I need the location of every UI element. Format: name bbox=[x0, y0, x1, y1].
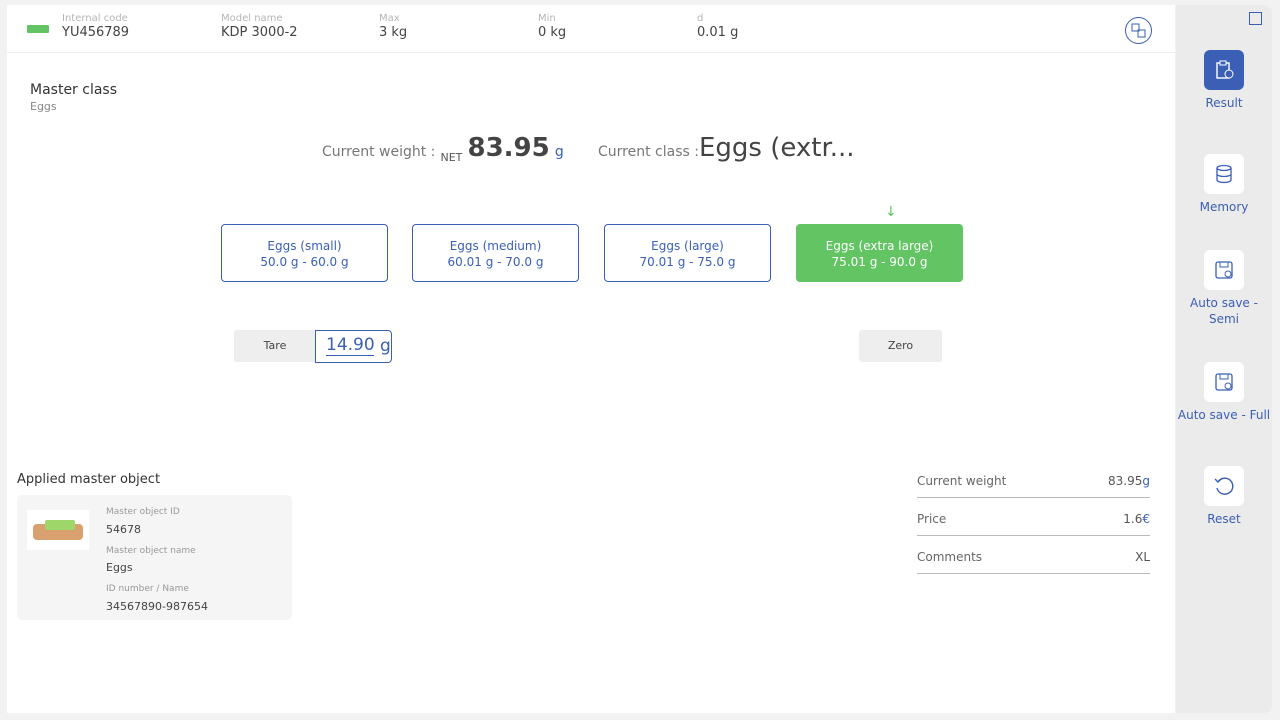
class-small[interactable]: Eggs (small) 50.0 g - 60.0 g bbox=[221, 224, 388, 282]
class-range: 75.01 g - 90.0 g bbox=[831, 255, 928, 269]
id-label: Master object ID bbox=[106, 507, 180, 517]
current-class-value: Eggs (extr... bbox=[698, 133, 855, 163]
field-label: Max bbox=[379, 13, 400, 24]
master-class-value: Eggs bbox=[30, 100, 57, 113]
row-unit: € bbox=[1142, 512, 1150, 526]
row-value: 1.6 bbox=[1123, 512, 1143, 526]
tare-value: 14.90 bbox=[326, 335, 375, 356]
save-icon bbox=[1215, 261, 1233, 279]
class-name: Eggs (large) bbox=[651, 239, 724, 253]
current-weight-value: 83.95 bbox=[467, 133, 550, 163]
swap-icon bbox=[1131, 23, 1146, 38]
class-range: 50.0 g - 60.0 g bbox=[260, 255, 349, 269]
field-value: 0.01 g bbox=[697, 25, 739, 40]
name-label: Master object name bbox=[106, 546, 196, 556]
minimize-icon[interactable] bbox=[1249, 12, 1262, 25]
class-name: Eggs (small) bbox=[267, 239, 342, 253]
current-class-display: Current class :Eggs (extr... bbox=[598, 133, 855, 163]
net-indicator: NET bbox=[440, 151, 463, 164]
field-value: 3 kg bbox=[379, 25, 408, 40]
class-range: 70.01 g - 75.0 g bbox=[639, 255, 736, 269]
class-extra-large[interactable]: Eggs (extra large) 75.01 g - 90.0 g bbox=[796, 224, 963, 282]
sidebar-label: Result bbox=[1205, 96, 1243, 110]
current-weight-unit: g bbox=[554, 144, 564, 160]
name-value: Eggs bbox=[106, 561, 133, 574]
scale-icon bbox=[27, 25, 49, 33]
class-medium[interactable]: Eggs (medium) 60.01 g - 70.0 g bbox=[412, 224, 579, 282]
current-class-label: Current class : bbox=[598, 144, 699, 160]
field-internal-code: Internal code YU456789 bbox=[62, 13, 129, 40]
zero-button[interactable]: Zero bbox=[859, 330, 942, 362]
clipboard-check-icon bbox=[1216, 60, 1234, 79]
main-panel: Internal code YU456789 Model name KDP 3000… bbox=[7, 5, 1175, 713]
summary-row-weight: Current weight 83.95g bbox=[917, 474, 1150, 498]
arrow-down-icon: ↓ bbox=[885, 204, 897, 220]
sidebar-item-result[interactable]: Result bbox=[1176, 50, 1272, 111]
field-max: Max 3 kg bbox=[379, 13, 407, 40]
class-large[interactable]: Eggs (large) 70.01 g - 75.0 g bbox=[604, 224, 771, 282]
field-d: d 0.01 g bbox=[697, 13, 738, 40]
idn-value: 34567890-987654 bbox=[106, 600, 208, 613]
reset-icon bbox=[1214, 477, 1234, 495]
sidebar: Result Memory Auto save - Semi Auto save… bbox=[1176, 5, 1272, 713]
master-object-title: Applied master object bbox=[17, 472, 161, 487]
field-model-name: Model name KDP 3000-2 bbox=[221, 13, 298, 40]
idn-label: ID number / Name bbox=[106, 584, 189, 594]
sidebar-label: Reset bbox=[1207, 512, 1241, 526]
save-icon bbox=[1215, 373, 1233, 391]
database-icon bbox=[1216, 164, 1232, 184]
id-value: 54678 bbox=[106, 523, 141, 536]
row-unit: g bbox=[1142, 474, 1150, 488]
class-name: Eggs (medium) bbox=[449, 239, 542, 253]
row-label: Price bbox=[917, 512, 947, 526]
master-class-title: Master class bbox=[30, 82, 118, 98]
field-value: 0 kg bbox=[538, 25, 567, 40]
class-range: 60.01 g - 70.0 g bbox=[447, 255, 544, 269]
summary-row-comments: Comments XL bbox=[917, 550, 1150, 574]
device-header: Internal code YU456789 Model name KDP 3000… bbox=[7, 5, 1175, 53]
tare-unit: g bbox=[380, 336, 391, 356]
field-value: YU456789 bbox=[62, 25, 130, 40]
tare-input[interactable]: 14.90 g bbox=[315, 330, 392, 363]
row-value: XL bbox=[1135, 550, 1150, 564]
field-label: Internal code bbox=[62, 13, 128, 24]
sidebar-label: Memory bbox=[1199, 200, 1249, 214]
switch-device-button[interactable] bbox=[1125, 17, 1152, 44]
sidebar-item-reset[interactable]: Reset bbox=[1176, 466, 1272, 527]
current-weight-display: Current weight : NET 83.95 g bbox=[322, 133, 564, 164]
field-label: d bbox=[697, 13, 704, 24]
egg-carton-image bbox=[27, 510, 89, 550]
field-label: Min bbox=[538, 13, 556, 24]
field-label: Model name bbox=[221, 13, 283, 24]
sidebar-item-auto-save-semi[interactable]: Auto save - Semi bbox=[1176, 250, 1272, 327]
sidebar-label: Auto save - Full bbox=[1177, 408, 1271, 422]
current-weight-label: Current weight : bbox=[322, 144, 436, 160]
row-value: 83.95 bbox=[1108, 474, 1143, 488]
summary-row-price: Price 1.6€ bbox=[917, 512, 1150, 536]
field-min: Min 0 kg bbox=[538, 13, 566, 40]
row-label: Current weight bbox=[917, 474, 1007, 488]
sidebar-label: Auto save - Semi bbox=[1190, 296, 1258, 326]
tare-button[interactable]: Tare bbox=[234, 330, 316, 362]
sidebar-item-memory[interactable]: Memory bbox=[1176, 154, 1272, 215]
row-label: Comments bbox=[917, 550, 983, 564]
sidebar-item-auto-save-full[interactable]: Auto save - Full bbox=[1176, 362, 1272, 423]
class-name: Eggs (extra large) bbox=[825, 239, 934, 253]
field-value: KDP 3000-2 bbox=[221, 25, 298, 40]
master-object-card: Master object ID 54678 Master object nam… bbox=[17, 495, 292, 620]
